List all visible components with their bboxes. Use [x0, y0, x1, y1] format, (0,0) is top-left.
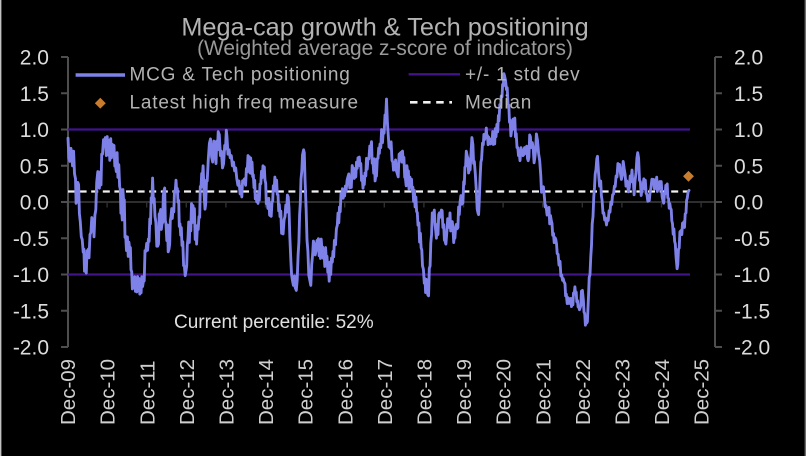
svg-text:Current percentile: 52%: Current percentile: 52% — [174, 312, 374, 333]
svg-text:-0.5: -0.5 — [734, 228, 770, 251]
svg-text:-2.0: -2.0 — [734, 337, 770, 360]
svg-text:Dec-09: Dec-09 — [57, 359, 80, 425]
svg-text:Dec-14: Dec-14 — [255, 359, 278, 425]
svg-text:Dec-20: Dec-20 — [493, 359, 516, 425]
svg-text:Dec-22: Dec-22 — [572, 359, 595, 425]
svg-text:2.0: 2.0 — [20, 47, 49, 70]
svg-text:Dec-10: Dec-10 — [97, 359, 120, 425]
svg-text:Latest high freq measure: Latest high freq measure — [130, 93, 359, 114]
svg-text:-1.5: -1.5 — [734, 300, 770, 323]
svg-text:Dec-21: Dec-21 — [532, 359, 555, 425]
svg-text:-0.5: -0.5 — [13, 228, 49, 251]
svg-text:Median: Median — [465, 93, 532, 114]
svg-text:Dec-16: Dec-16 — [334, 359, 357, 425]
svg-text:(Weighted average z-score of i: (Weighted average z-score of indicators) — [197, 37, 573, 60]
svg-text:0.5: 0.5 — [734, 155, 763, 178]
svg-text:1.5: 1.5 — [734, 83, 763, 106]
svg-text:1.0: 1.0 — [20, 119, 49, 142]
svg-text:0.0: 0.0 — [20, 192, 49, 215]
svg-text:Dec-23: Dec-23 — [612, 359, 635, 425]
svg-text:0.0: 0.0 — [734, 192, 763, 215]
svg-text:Dec-18: Dec-18 — [414, 359, 437, 425]
svg-text:2.0: 2.0 — [734, 47, 763, 70]
svg-text:Dec-15: Dec-15 — [295, 359, 318, 425]
svg-text:Mega-cap growth & Tech positio: Mega-cap growth & Tech positioning — [181, 14, 588, 42]
svg-text:Dec-24: Dec-24 — [651, 359, 674, 425]
svg-text:1.0: 1.0 — [734, 119, 763, 142]
svg-text:Dec-12: Dec-12 — [176, 359, 199, 425]
svg-text:-1.0: -1.0 — [734, 264, 770, 287]
svg-text:-1.0: -1.0 — [13, 264, 49, 287]
svg-text:Dec-19: Dec-19 — [453, 359, 476, 425]
svg-text:-1.5: -1.5 — [13, 300, 49, 323]
svg-text:1.5: 1.5 — [20, 83, 49, 106]
svg-text:+/- 1 std dev: +/- 1 std dev — [465, 65, 580, 86]
svg-text:0.5: 0.5 — [20, 155, 49, 178]
svg-text:MCG & Tech positioning: MCG & Tech positioning — [130, 65, 351, 86]
svg-text:Dec-13: Dec-13 — [216, 359, 239, 425]
svg-text:Dec-11: Dec-11 — [136, 360, 159, 425]
svg-text:-2.0: -2.0 — [13, 337, 49, 360]
svg-text:Dec-25: Dec-25 — [691, 359, 714, 425]
svg-text:Dec-17: Dec-17 — [374, 359, 397, 425]
